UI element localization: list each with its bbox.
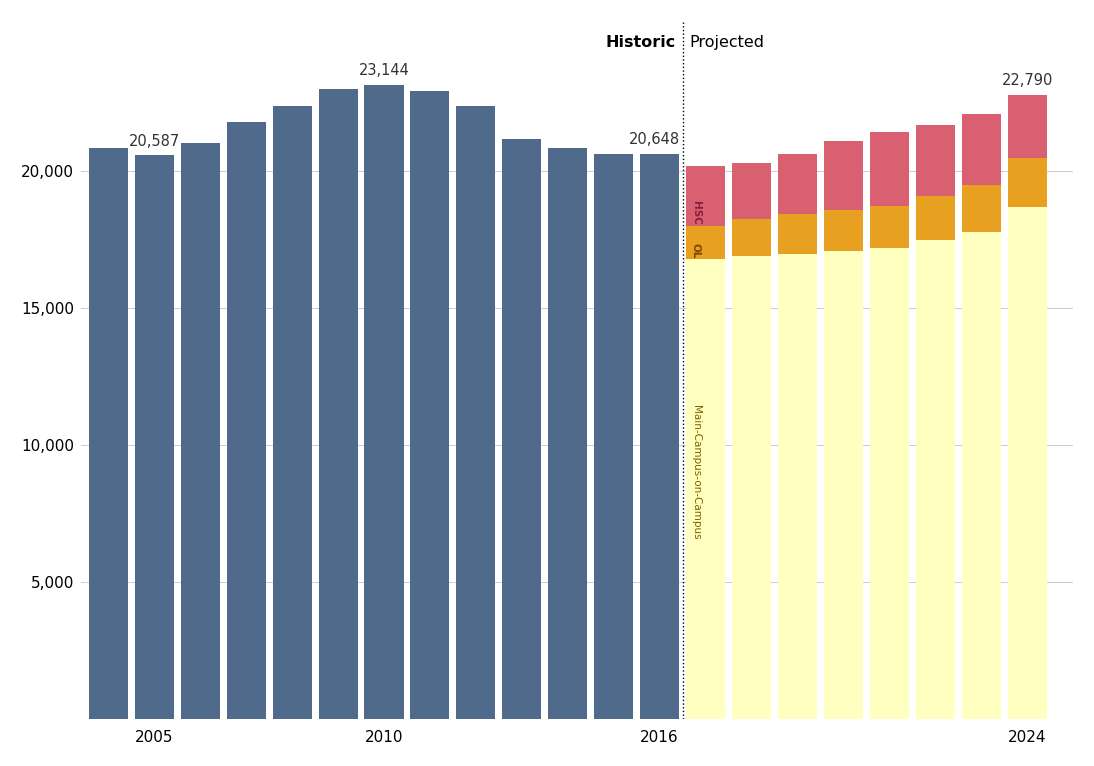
Bar — [89, 148, 128, 719]
Bar — [962, 185, 1001, 231]
Bar — [410, 90, 450, 719]
Bar — [732, 219, 771, 257]
Text: Main-Campus-on-Campus: Main-Campus-on-Campus — [691, 405, 701, 540]
Bar — [226, 122, 266, 719]
Bar — [1008, 158, 1047, 207]
Bar — [135, 155, 174, 719]
Bar — [824, 250, 863, 719]
Bar — [1008, 95, 1047, 158]
Bar — [181, 142, 220, 719]
Text: Projected: Projected — [689, 35, 765, 51]
Text: HSC: HSC — [691, 201, 701, 224]
Bar — [778, 154, 817, 214]
Bar — [686, 259, 725, 719]
Bar — [686, 166, 725, 226]
Bar — [916, 125, 955, 196]
Text: 20,587: 20,587 — [129, 133, 179, 149]
Bar — [870, 248, 909, 719]
Bar — [824, 210, 863, 250]
Text: 23,144: 23,144 — [359, 64, 409, 78]
Text: Historic: Historic — [605, 35, 676, 51]
Bar — [962, 114, 1001, 185]
Text: 22,790: 22,790 — [1001, 74, 1052, 88]
Bar — [916, 240, 955, 719]
Bar — [318, 90, 358, 719]
Bar — [272, 106, 312, 719]
Bar — [916, 196, 955, 240]
Bar — [1008, 207, 1047, 719]
Bar — [502, 139, 542, 719]
Bar — [962, 231, 1001, 719]
Bar — [640, 154, 679, 719]
Bar — [548, 148, 587, 719]
Bar — [732, 163, 771, 219]
Bar — [364, 85, 404, 719]
Bar — [824, 141, 863, 210]
Bar — [732, 257, 771, 719]
Text: 20,648: 20,648 — [629, 132, 680, 147]
Bar — [778, 254, 817, 719]
Bar — [456, 106, 496, 719]
Bar — [870, 205, 909, 248]
Bar — [778, 214, 817, 254]
Bar — [686, 226, 725, 259]
Text: OL: OL — [691, 243, 701, 258]
Bar — [870, 132, 909, 205]
Bar — [594, 154, 633, 719]
